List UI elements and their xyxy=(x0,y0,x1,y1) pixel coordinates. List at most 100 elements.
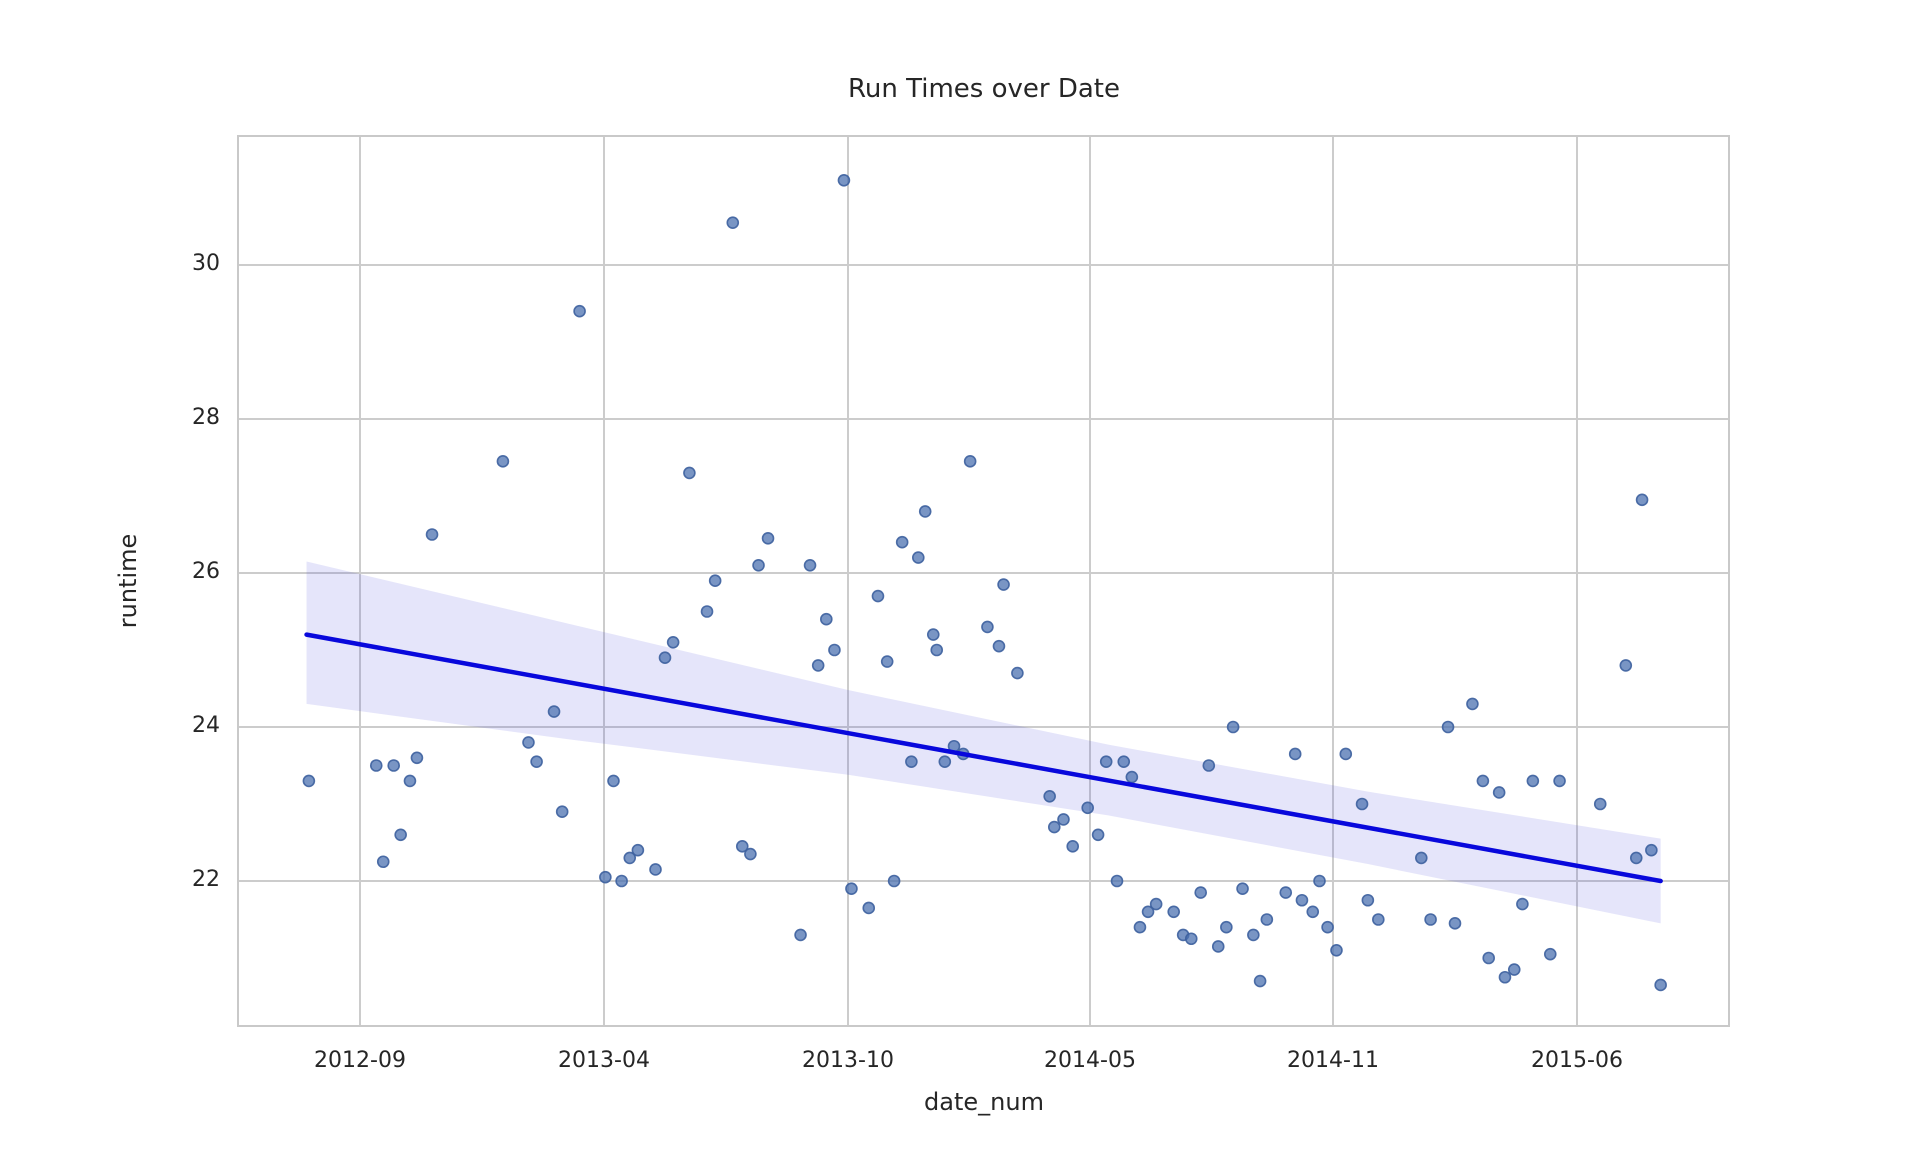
scatter-point xyxy=(1236,882,1249,896)
scatter-point xyxy=(1482,951,1495,965)
x-tick-label: 2014-11 xyxy=(1287,1048,1379,1073)
scatter-point xyxy=(369,759,383,772)
scatter-point xyxy=(1260,913,1274,926)
scatter-point xyxy=(905,755,918,768)
scatter-point xyxy=(649,863,662,876)
scatter-point xyxy=(376,855,390,869)
scatter-point xyxy=(1226,720,1240,734)
scatter-point xyxy=(1553,774,1566,788)
scatter-point xyxy=(302,774,316,788)
chart-title: Run Times over Date xyxy=(848,74,1120,104)
y-tick-label: 28 xyxy=(192,405,220,430)
scatter-point xyxy=(1441,720,1455,734)
scatter-point xyxy=(981,620,994,634)
y-tick-label: 22 xyxy=(192,867,220,892)
scatter-point xyxy=(803,558,817,572)
scatter-point xyxy=(837,173,851,187)
scatter-point xyxy=(1313,874,1326,888)
scatter-point xyxy=(425,528,439,541)
scatter-point xyxy=(547,705,561,718)
scatter-point xyxy=(555,805,569,819)
scatter-point xyxy=(752,558,765,572)
scatter-point xyxy=(631,843,645,857)
scatter-point xyxy=(930,643,944,657)
scatter-point xyxy=(1448,917,1462,930)
x-tick-label: 2013-04 xyxy=(558,1048,650,1073)
scatter-point xyxy=(530,755,543,768)
scatter-point xyxy=(1543,947,1557,961)
scatter-point xyxy=(1133,920,1147,934)
scatter-point xyxy=(1202,759,1216,772)
scatter-point xyxy=(880,655,894,668)
scatter-point xyxy=(1507,963,1521,976)
scatter-point xyxy=(1184,932,1198,946)
scatter-point xyxy=(997,578,1010,591)
scatter-point xyxy=(761,532,775,545)
scatter-point xyxy=(1279,886,1293,899)
scatter-point xyxy=(1492,786,1506,799)
scatter-point xyxy=(700,605,714,618)
scatter-point xyxy=(410,751,424,765)
scatter-point xyxy=(926,628,940,641)
confidence-band xyxy=(306,561,1661,924)
scatter-point xyxy=(938,755,952,768)
y-tick-label: 26 xyxy=(192,559,220,584)
scatter-point xyxy=(623,851,637,865)
x-tick-label: 2015-06 xyxy=(1531,1048,1623,1073)
scatter-point xyxy=(1117,755,1131,768)
scatter-point xyxy=(1526,774,1540,788)
scatter-point xyxy=(811,659,825,672)
scatter-point xyxy=(522,736,535,749)
scatter-point xyxy=(387,759,400,772)
scatter-point xyxy=(683,466,696,480)
scatter-point xyxy=(1066,840,1080,853)
scatter-point xyxy=(1057,813,1070,826)
x-axis-label: date_num xyxy=(924,1088,1044,1116)
scatter-point xyxy=(1654,978,1667,992)
scatter-point xyxy=(1043,789,1056,803)
scatter-point xyxy=(1516,897,1529,911)
scatter-point xyxy=(828,643,841,657)
scatter-point xyxy=(1593,797,1607,811)
scatter-point xyxy=(871,589,885,603)
scatter-point xyxy=(1247,928,1260,942)
scatter-point xyxy=(992,639,1006,653)
scatter-point xyxy=(394,828,407,842)
scatter-point xyxy=(1635,493,1649,507)
scatter-point xyxy=(1099,755,1113,768)
scatter-point xyxy=(1288,747,1302,761)
scatter-point xyxy=(895,535,909,549)
scatter-point xyxy=(911,551,925,564)
scatter-point xyxy=(1415,851,1428,865)
scatter-point xyxy=(1253,974,1267,988)
y-tick-label: 24 xyxy=(192,713,220,738)
scatter-point xyxy=(1211,940,1225,953)
scatter-point xyxy=(607,774,620,788)
scatter-point xyxy=(744,847,757,861)
scatter-point xyxy=(1645,843,1658,857)
scatter-point xyxy=(496,455,510,468)
scatter-point xyxy=(1011,666,1024,680)
scatter-point xyxy=(1091,828,1105,842)
scatter-point xyxy=(1372,913,1385,926)
scatter-point xyxy=(794,928,807,942)
scatter-point xyxy=(658,651,672,665)
scatter-point xyxy=(1339,747,1353,761)
scatter-point xyxy=(1424,913,1437,926)
scatter-point xyxy=(1466,697,1479,711)
scatter-point xyxy=(862,901,876,915)
scatter-point xyxy=(666,635,680,649)
y-tick-label: 30 xyxy=(192,251,220,276)
scatter-point xyxy=(573,304,586,318)
x-tick-label: 2013-10 xyxy=(802,1048,894,1073)
scatter-point xyxy=(1306,905,1320,919)
scatter-point xyxy=(1498,970,1512,984)
scatter-point xyxy=(1321,920,1334,934)
scatter-point xyxy=(735,840,749,853)
scatter-point xyxy=(820,612,833,626)
scatter-point xyxy=(708,574,722,588)
regression-line xyxy=(304,632,1663,884)
scatter-point xyxy=(403,774,417,788)
scatter-point xyxy=(1295,893,1309,907)
